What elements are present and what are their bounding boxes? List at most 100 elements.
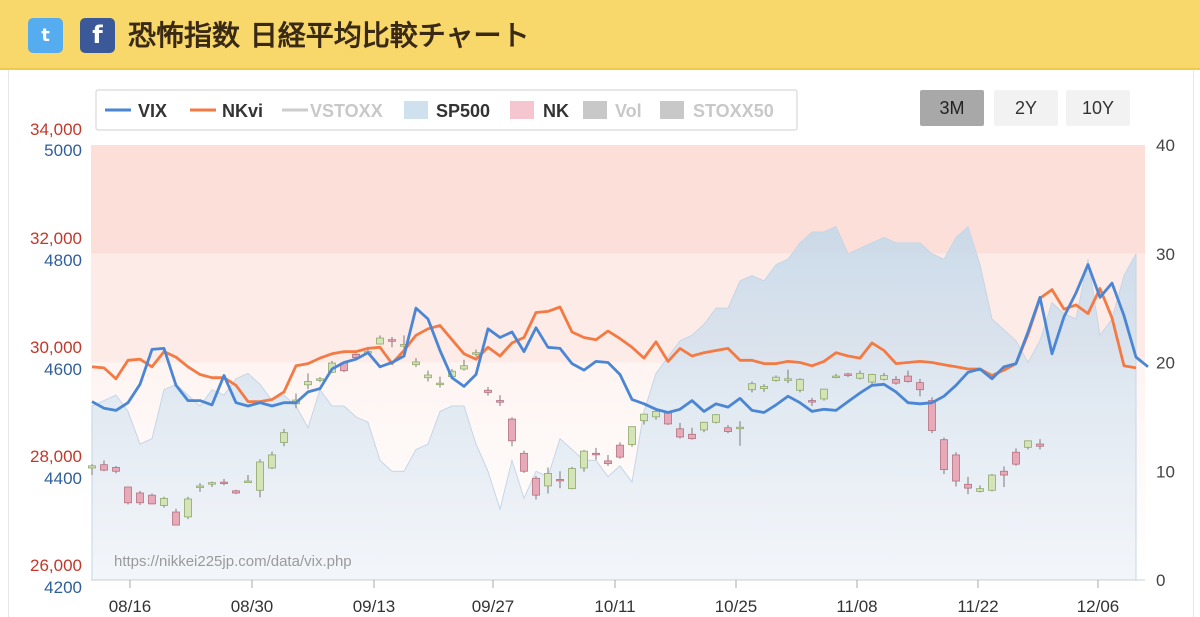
legend-label: SP500 [436, 101, 490, 121]
nk-candle [988, 473, 996, 492]
nk-candle-body [1036, 443, 1044, 447]
nk-candle-body [220, 481, 228, 485]
legend-symbol [404, 101, 428, 119]
nk-candle [136, 490, 144, 505]
nk-candle-body [604, 460, 612, 465]
legend-label: STOXX50 [693, 101, 774, 121]
nk-candles [88, 335, 1044, 526]
nk-axis-label: 30,000 [30, 338, 82, 357]
nk-candle-body [232, 490, 240, 494]
nk-candle-body [724, 427, 732, 432]
nk-candle [580, 450, 588, 472]
sp500-axis-label: 4600 [44, 360, 82, 379]
nk-candle-body [796, 378, 804, 391]
nk-candle [748, 381, 756, 393]
nk-candle [1024, 440, 1032, 450]
nk-candle-body [184, 498, 192, 518]
nk-candle [844, 372, 852, 378]
nk-candle [184, 496, 192, 520]
nk-candle [376, 335, 384, 345]
legend-item-vol: Vol [583, 101, 642, 121]
nk-candle [940, 437, 948, 474]
legend-label: Vol [615, 101, 642, 121]
sp500-series-area [91, 225, 1137, 581]
nk-candle [628, 426, 636, 447]
nk-candle-body [868, 374, 876, 383]
nk-candle [880, 372, 888, 381]
nk-candle-body [1024, 440, 1032, 448]
band-high [91, 145, 1145, 254]
nk-candle [88, 464, 96, 476]
nk-candle-body [568, 468, 576, 490]
nk-candle [856, 370, 864, 380]
nk-candle [208, 481, 216, 488]
nk-candle-body [136, 492, 144, 504]
vol-axis-label: 40 [1156, 136, 1175, 155]
nk-candle-body [316, 378, 324, 381]
vol-axis-label: 10 [1156, 462, 1175, 481]
vol-axis-label: 30 [1156, 245, 1175, 264]
nk-candle-body [928, 400, 936, 431]
legend-label: VSTOXX [310, 101, 383, 121]
nk-candle-body [748, 383, 756, 391]
range-2y-button[interactable]: 2Y [994, 90, 1058, 126]
twitter-icon[interactable]: t [28, 18, 63, 53]
watermark-url: https://nikkei225jp.com/data/vix.php [114, 553, 352, 570]
x-tick-label: 10/11 [594, 597, 635, 616]
nk-candle-body [436, 382, 444, 386]
nk-candle-body [664, 412, 672, 425]
nk-candle-body [244, 480, 252, 483]
nk-candle-body [820, 388, 828, 400]
facebook-icon[interactable]: f [80, 18, 115, 53]
nk-candle-body [508, 418, 516, 442]
nk-candle-body [976, 488, 984, 492]
x-tick-label: 08/30 [231, 597, 274, 616]
nk-candle [172, 508, 180, 526]
nk-candle-body [1012, 451, 1020, 465]
x-tick-label: 11/08 [836, 597, 877, 616]
nk-candle [1012, 448, 1020, 466]
nk-candle-body [196, 485, 204, 488]
nk-candle [952, 452, 960, 487]
nk-candle [244, 475, 252, 483]
nk-candle-body [784, 378, 792, 381]
nk-candle [220, 478, 228, 486]
legend-item-stoxx50: STOXX50 [660, 101, 774, 121]
nk-candle-body [688, 433, 696, 440]
nk-candle [676, 422, 684, 439]
legend-box [95, 89, 798, 131]
nk-candle [196, 483, 204, 492]
nk-candle [460, 359, 468, 371]
header-bar: t f 恐怖指数 日経平均比較チャート [0, 0, 1200, 70]
nk-candle [820, 388, 828, 401]
nk-candle [772, 375, 780, 382]
sp500-area [91, 225, 1137, 581]
nk-candle [760, 384, 768, 392]
nk-candle-body [544, 473, 552, 487]
nk-axis-label: 34,000 [30, 120, 82, 139]
nk-candle-body [412, 361, 420, 366]
chart-legend[interactable]: VIX NKvi VSTOXX SP500 NK Vol STOXX50 [95, 89, 798, 131]
legend-item-vstoxx: VSTOXX [282, 101, 383, 121]
nk-candle-body [520, 452, 528, 472]
nk-candle-body [280, 432, 288, 443]
nk-axis-label: 32,000 [30, 229, 82, 248]
nk-candle [316, 377, 324, 383]
x-tick-label: 08/16 [109, 597, 152, 616]
nk-candle-body [1000, 470, 1008, 476]
nk-candle-body [952, 454, 960, 482]
nk-candle [412, 358, 420, 367]
nk-candle-body [640, 413, 648, 422]
range-10y-button[interactable]: 10Y [1066, 90, 1130, 126]
x-tick-label: 09/13 [353, 597, 396, 616]
nk-candle [160, 496, 168, 508]
nk-candle-body [700, 421, 708, 431]
range-3m-button[interactable]: 3M [920, 90, 984, 126]
nk-candle-body [712, 414, 720, 423]
nk-candle [508, 417, 516, 447]
legend-label: NKvi [222, 101, 263, 121]
nk-candle-body [256, 461, 264, 491]
nk-candle [1000, 466, 1008, 488]
sp500-axis-label: 4800 [44, 251, 82, 270]
